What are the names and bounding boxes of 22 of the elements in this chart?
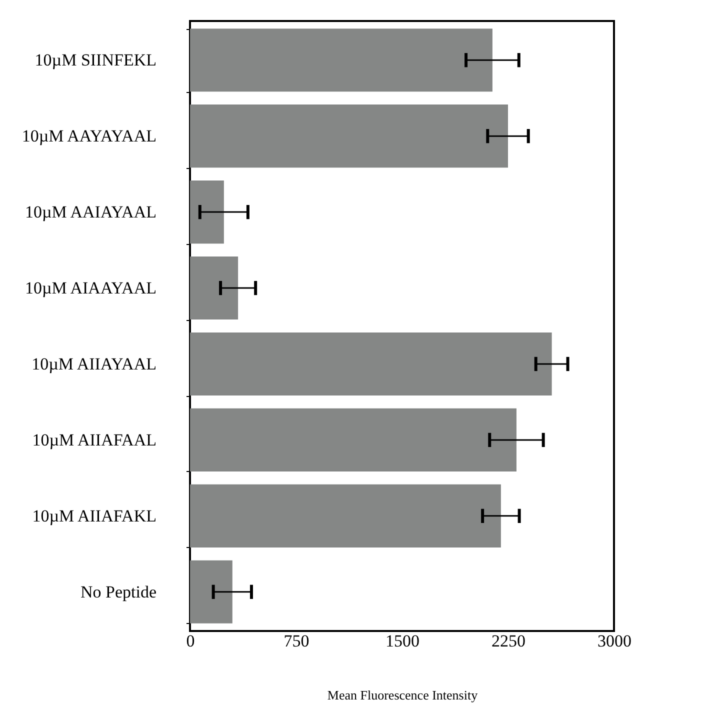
bar xyxy=(190,28,492,92)
y-tick-label: 10µM AIAAYAAL xyxy=(25,278,156,298)
bar xyxy=(190,332,552,396)
x-tick-label: 2250 xyxy=(492,632,526,650)
bar xyxy=(190,560,232,624)
bar xyxy=(190,408,516,472)
y-tick-label: 10µM AAIAYAAL xyxy=(25,202,156,222)
bar xyxy=(190,256,238,320)
y-tick-label: 10µM AAYAYAAL xyxy=(22,126,156,146)
x-tick-label: 0 xyxy=(186,632,195,650)
x-tick-label: 750 xyxy=(284,632,310,650)
x-axis-title: Mean Fluorescence Intensity xyxy=(327,688,478,702)
x-tick-label: 1500 xyxy=(386,632,420,650)
y-tick-label: 10µM AIIAFAAL xyxy=(32,430,156,450)
x-tick-label: 3000 xyxy=(598,632,632,650)
bar xyxy=(190,484,501,548)
y-tick-label: 10µM SIINFEKL xyxy=(34,50,156,70)
y-tick-label: 10µM AIIAYAAL xyxy=(32,354,156,374)
y-tick-label: No Peptide xyxy=(80,582,156,602)
y-tick-label: 10µM AIIAFAKL xyxy=(32,506,156,526)
bar xyxy=(190,104,508,168)
bar xyxy=(190,180,224,244)
